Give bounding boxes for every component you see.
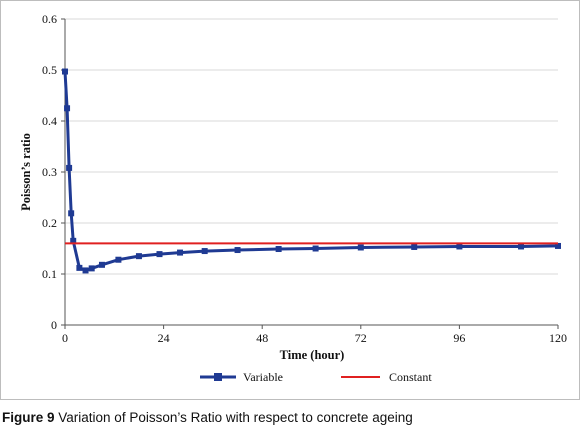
- legend-label: Constant: [389, 370, 432, 384]
- data-point: [88, 265, 95, 272]
- data-point: [456, 243, 463, 250]
- y-tick-label: 0: [51, 318, 57, 332]
- data-point: [70, 237, 77, 244]
- y-tick-label: 0.5: [42, 63, 57, 77]
- y-tick-label: 0.1: [42, 267, 57, 281]
- legend-label: Variable: [243, 370, 283, 384]
- data-point: [555, 242, 561, 249]
- chart: 0 0.1 0.2 0.3 0.4 0.5 0.6 0 24 48 72 96 120 Time (h…: [0, 0, 580, 400]
- data-point: [82, 267, 89, 274]
- series-line-variable: [63, 71, 559, 272]
- data-point: [234, 247, 241, 254]
- x-tick-label: 96: [453, 331, 465, 345]
- legend-marker: [214, 373, 222, 381]
- x-tick-label: 24: [158, 331, 170, 345]
- y-tick-label: 0.2: [42, 216, 57, 230]
- data-point: [177, 249, 184, 256]
- data-point: [135, 253, 142, 260]
- series-layer: [62, 68, 561, 274]
- x-tick-label: 48: [256, 331, 268, 345]
- data-point: [275, 246, 282, 253]
- data-point: [115, 256, 122, 263]
- x-tick-label: 120: [549, 331, 567, 345]
- data-point: [201, 248, 208, 255]
- data-point: [76, 264, 83, 271]
- data-point: [62, 68, 68, 75]
- data-point: [411, 243, 418, 250]
- x-axis-label: Time (hour): [280, 348, 345, 362]
- axes: [61, 18, 559, 329]
- x-tick-label: 72: [355, 331, 367, 345]
- y-tick-label: 0.3: [42, 165, 57, 179]
- y-axis-label: Poisson’s ratio: [19, 133, 33, 211]
- x-tick-labels: 0 24 48 72 96 120: [62, 331, 567, 345]
- data-point: [156, 251, 163, 258]
- y-tick-label: 0.4: [42, 114, 57, 128]
- caption-text: Variation of Poisson’s Ratio with respec…: [58, 410, 413, 425]
- data-point: [64, 105, 71, 112]
- data-point: [357, 244, 364, 251]
- gridlines: [65, 18, 558, 275]
- data-point: [518, 243, 525, 250]
- data-point: [98, 261, 105, 268]
- caption-label: Figure 9: [2, 410, 55, 425]
- data-point: [66, 164, 73, 171]
- y-tick-labels: 0 0.1 0.2 0.3 0.4 0.5 0.6: [42, 12, 57, 332]
- data-point: [68, 210, 75, 217]
- chart-frame: [0, 0, 580, 400]
- figure-caption: Figure 9 Variation of Poisson’s Ratio wi…: [2, 410, 413, 425]
- y-tick-label: 0.6: [42, 12, 57, 26]
- data-point: [312, 245, 319, 252]
- legend: Variable Constant: [200, 370, 432, 384]
- x-tick-label: 0: [62, 331, 68, 345]
